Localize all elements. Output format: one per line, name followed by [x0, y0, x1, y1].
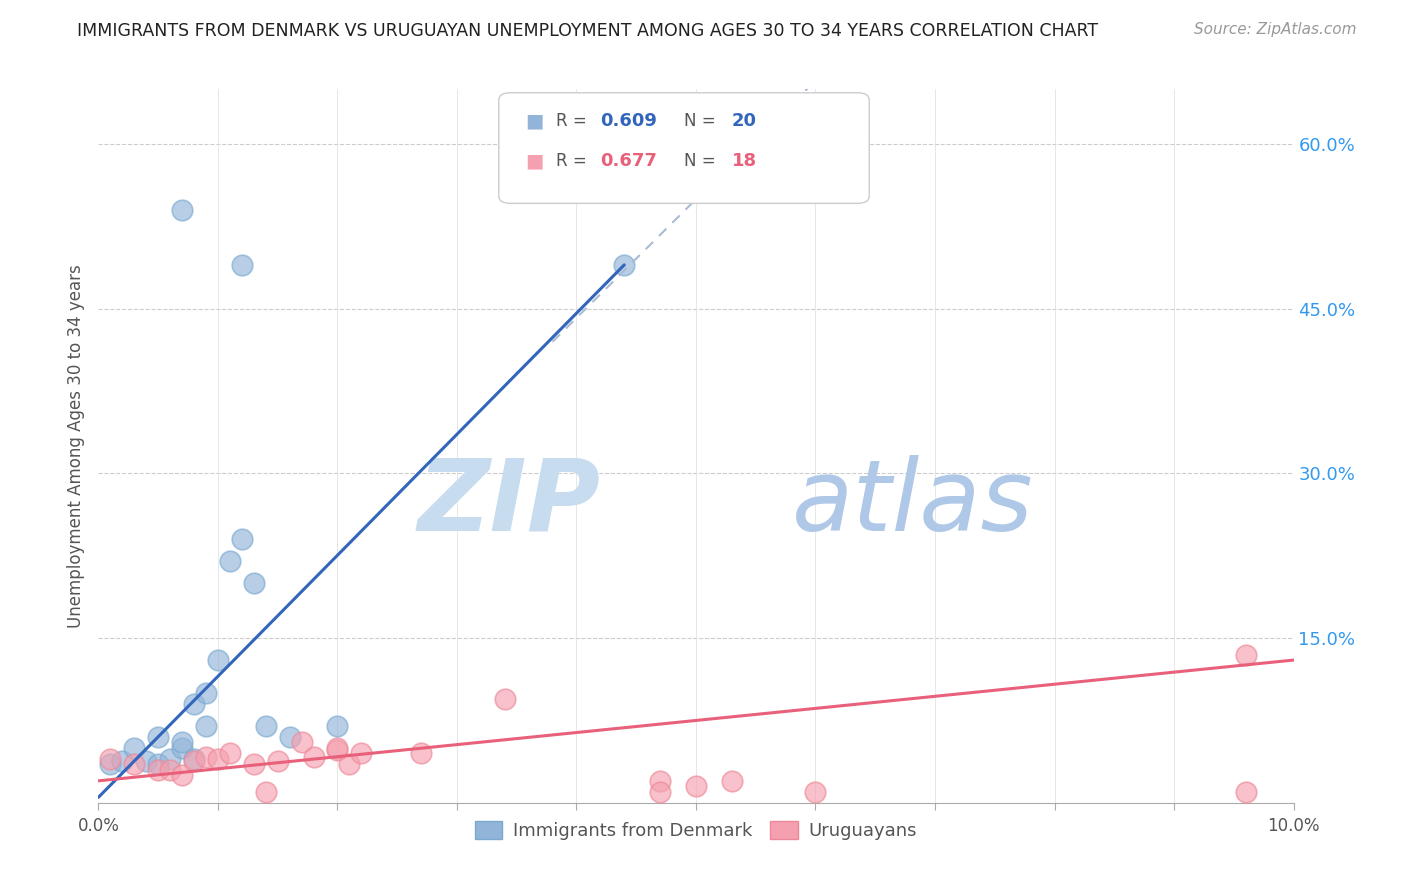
Point [195, 719, 218, 733]
Point [159, 763, 181, 777]
Text: 18: 18 [733, 152, 756, 169]
Point [231, 533, 253, 547]
Point [172, 740, 194, 755]
FancyBboxPatch shape [499, 93, 869, 203]
Y-axis label: Unemployment Among Ages 30 to 34 years: Unemployment Among Ages 30 to 34 years [66, 264, 84, 628]
Point [148, 757, 170, 772]
Text: ZIP: ZIP [418, 455, 600, 551]
Point [650, 785, 672, 799]
Point [291, 735, 314, 749]
Point [1234, 785, 1257, 799]
Point [302, 749, 325, 764]
Text: IMMIGRANTS FROM DENMARK VS URUGUAYAN UNEMPLOYMENT AMONG AGES 30 TO 34 YEARS CORR: IMMIGRANTS FROM DENMARK VS URUGUAYAN UNE… [77, 22, 1098, 40]
Point [207, 752, 229, 766]
Text: 0.609: 0.609 [600, 112, 657, 130]
Point [219, 747, 242, 761]
Point [183, 697, 205, 711]
Point [135, 754, 157, 768]
Point [219, 554, 242, 568]
Text: 20: 20 [733, 112, 756, 130]
Point [195, 749, 218, 764]
Point [124, 740, 146, 755]
Point [243, 757, 266, 772]
Point [195, 686, 218, 700]
Point [411, 747, 433, 761]
Point [804, 785, 827, 799]
Text: 0.677: 0.677 [600, 152, 657, 169]
Point [494, 691, 516, 706]
Point [350, 747, 373, 761]
Point [267, 754, 290, 768]
Point [243, 576, 266, 591]
Point [1234, 648, 1257, 662]
Text: R =: R = [557, 152, 592, 169]
Point [148, 730, 170, 744]
Point [254, 785, 277, 799]
Point [326, 719, 349, 733]
Point [326, 743, 349, 757]
Text: N =: N = [685, 112, 721, 130]
Point [159, 752, 181, 766]
Point [207, 653, 229, 667]
Point [183, 754, 205, 768]
Text: ■: ■ [524, 151, 544, 170]
Text: atlas: atlas [792, 455, 1033, 551]
Point [172, 735, 194, 749]
Point [148, 763, 170, 777]
Point [98, 757, 122, 772]
Point [650, 773, 672, 788]
Point [613, 258, 636, 272]
Point [98, 752, 122, 766]
Point [111, 754, 134, 768]
Point [124, 757, 146, 772]
Point [326, 740, 349, 755]
Text: Source: ZipAtlas.com: Source: ZipAtlas.com [1194, 22, 1357, 37]
Point [183, 752, 205, 766]
Text: ■: ■ [524, 112, 544, 131]
Point [172, 202, 194, 217]
Point [685, 780, 707, 794]
Point [254, 719, 277, 733]
Point [721, 773, 744, 788]
Text: R =: R = [557, 112, 592, 130]
Point [172, 768, 194, 782]
Point [339, 757, 361, 772]
Point [278, 730, 301, 744]
Text: N =: N = [685, 152, 721, 169]
Point [231, 258, 253, 272]
Legend: Immigrants from Denmark, Uruguayans: Immigrants from Denmark, Uruguayans [468, 814, 924, 847]
